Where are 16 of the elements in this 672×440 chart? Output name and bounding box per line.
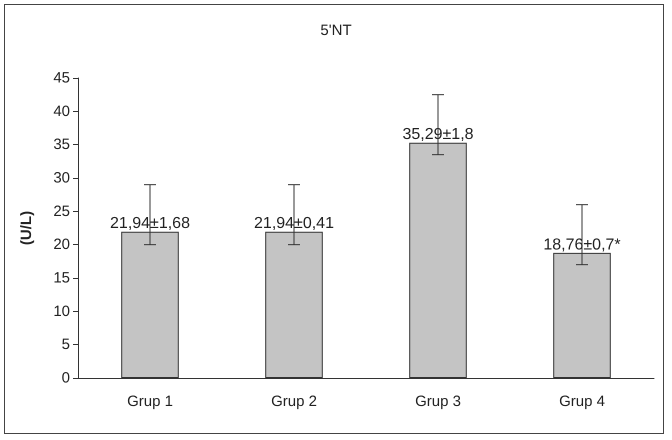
chart-title: 5'NT	[320, 22, 352, 39]
y-tick-label: 40	[53, 102, 70, 120]
y-axis-title: (U/L)	[18, 210, 35, 246]
y-tick-label: 20	[53, 236, 70, 254]
y-tick-label: 5	[62, 336, 70, 354]
y-tick-label: 15	[53, 270, 70, 286]
y-tick-label: 35	[53, 136, 70, 154]
y-tick-label: 0	[62, 370, 70, 386]
y-tick-label: 10	[53, 302, 70, 320]
x-tick-label: Grup 2	[271, 393, 317, 410]
y-tick-label: 45	[53, 70, 70, 86]
x-tick-label: Grup 3	[415, 393, 461, 410]
x-tick-label: Grup 1	[127, 393, 173, 410]
y-tick-label: 25	[53, 202, 70, 220]
y-tick-label: 30	[53, 170, 70, 186]
x-tick-label: Grup 4	[559, 393, 605, 410]
